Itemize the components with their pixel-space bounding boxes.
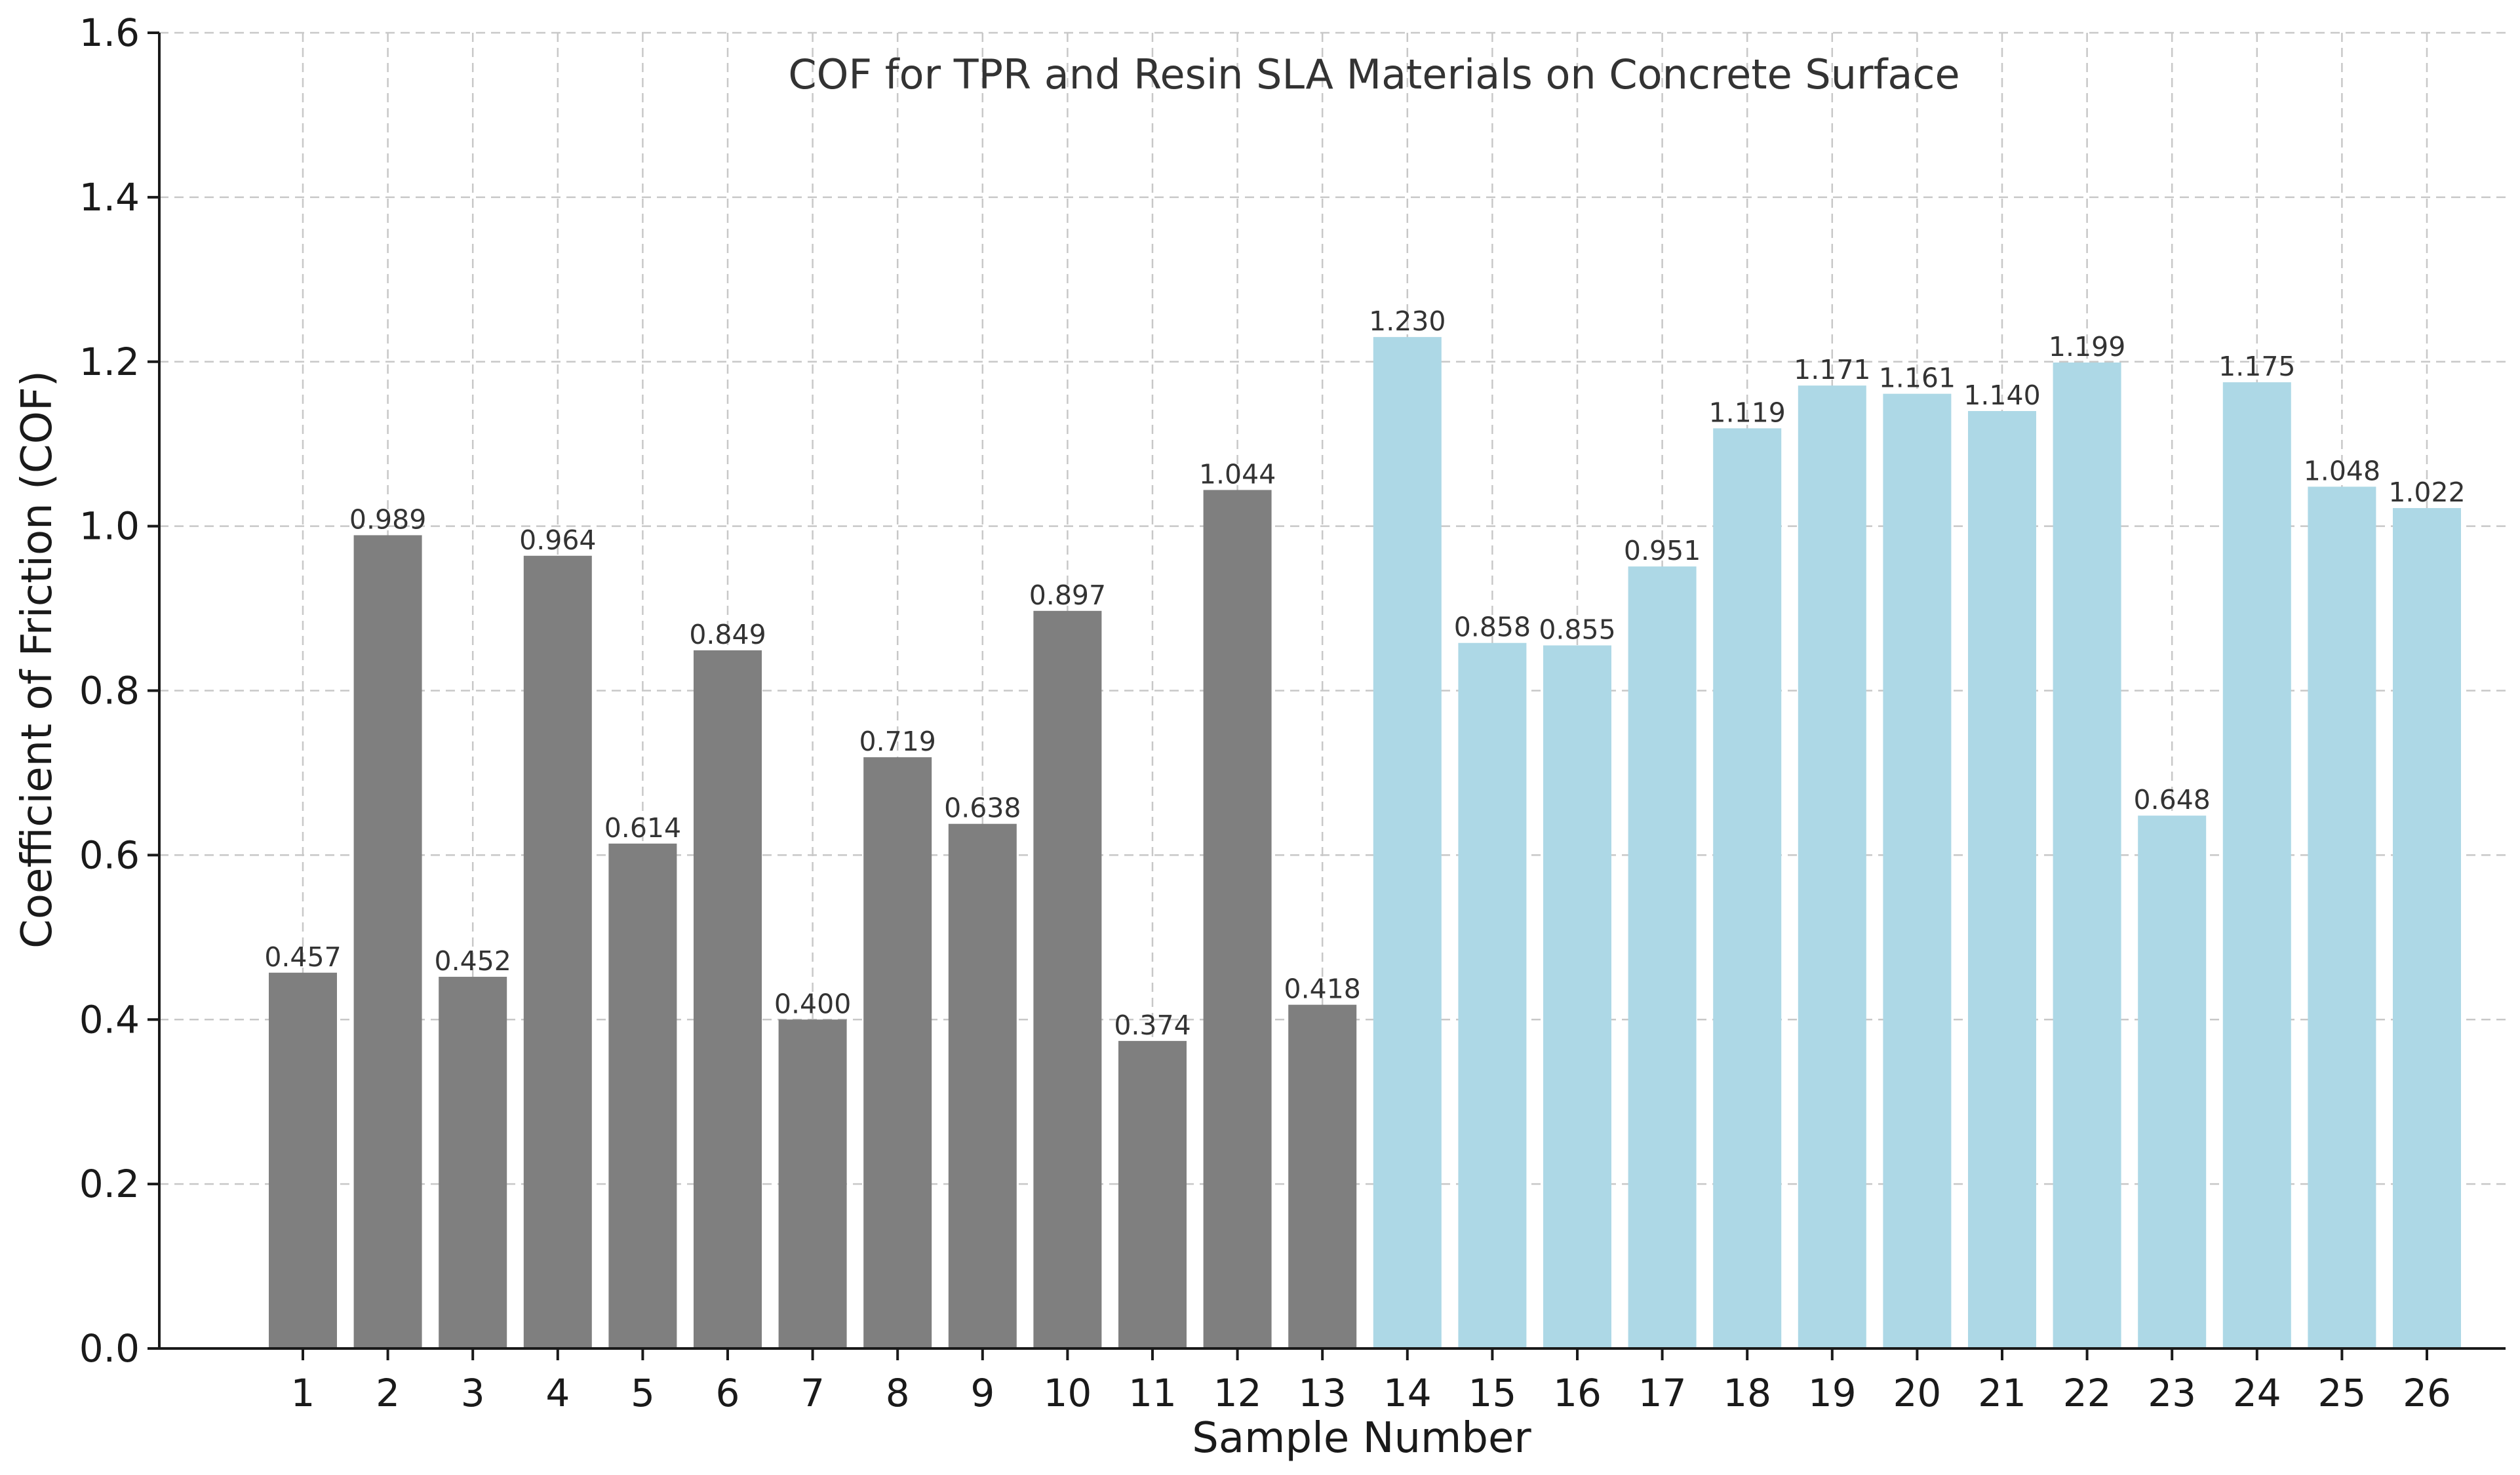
bar-13 xyxy=(1288,1004,1357,1348)
x-tick-label: 24 xyxy=(2233,1371,2281,1415)
data-label-13: 0.418 xyxy=(1284,974,1361,1005)
bar-2 xyxy=(353,535,422,1348)
bar-7 xyxy=(778,1019,847,1348)
x-tick-label: 7 xyxy=(800,1371,825,1415)
x-axis-label: Sample Number xyxy=(1192,1414,1531,1463)
y-tick-label: 0.4 xyxy=(79,997,140,1042)
axes xyxy=(148,31,2506,1360)
x-tick-label: 19 xyxy=(1808,1371,1857,1415)
bar-9 xyxy=(948,823,1017,1348)
data-label-11: 0.374 xyxy=(1114,1010,1191,1041)
x-tick-label: 20 xyxy=(1893,1371,1941,1415)
y-tick-label: 0.2 xyxy=(79,1162,140,1206)
x-tick-label: 15 xyxy=(1468,1371,1516,1415)
data-label-25: 1.048 xyxy=(2304,455,2380,486)
bar-17 xyxy=(1628,566,1697,1348)
y-axis-label: Coefficient of Friction (COF) xyxy=(13,370,62,949)
grid xyxy=(159,31,2506,1348)
bar-22 xyxy=(2053,363,2121,1348)
data-label-20: 1.161 xyxy=(1879,363,1956,394)
bar-12 xyxy=(1203,490,1272,1348)
data-label-14: 1.230 xyxy=(1369,305,1446,337)
data-label-19: 1.171 xyxy=(1794,354,1870,385)
data-label-26: 1.022 xyxy=(2388,477,2465,508)
x-tick-label: 21 xyxy=(1978,1371,2026,1415)
bar-6 xyxy=(694,650,762,1348)
tick-labels: 0.00.20.40.60.81.01.21.41.61 2 3 4 5 6 7 8 9 10 11… xyxy=(79,10,2451,1415)
data-label-12: 1.044 xyxy=(1199,458,1276,490)
bar-15 xyxy=(1458,642,1527,1348)
data-label-22: 1.199 xyxy=(2049,331,2125,363)
data-label-16: 0.855 xyxy=(1539,614,1615,646)
x-tick-label: 4 xyxy=(545,1371,570,1415)
bar-26 xyxy=(2393,508,2461,1348)
data-label-15: 0.858 xyxy=(1454,612,1531,643)
data-label-4: 0.964 xyxy=(519,524,596,556)
y-tick-label: 1.0 xyxy=(79,504,140,549)
y-tick-label: 1.4 xyxy=(79,175,140,220)
data-label-6: 0.849 xyxy=(689,619,766,650)
data-label-17: 0.951 xyxy=(1624,535,1701,566)
bar-1 xyxy=(269,972,337,1348)
chart-title: COF for TPR and Resin SLA Materials on C… xyxy=(788,50,1959,98)
x-tick-label: 8 xyxy=(886,1371,910,1415)
bar-5 xyxy=(608,843,677,1348)
x-tick-label: 2 xyxy=(376,1371,400,1415)
x-tick-label: 23 xyxy=(2148,1371,2196,1415)
data-labels: 0.457 0.989 0.452 0.964 0.614 0.849 0.400 0.719… xyxy=(264,305,2465,1041)
bar-14 xyxy=(1373,337,1442,1348)
x-tick-label: 13 xyxy=(1298,1371,1347,1415)
x-tick-label: 25 xyxy=(2317,1371,2366,1415)
data-label-23: 0.648 xyxy=(2134,784,2211,816)
data-label-7: 0.400 xyxy=(774,988,851,1019)
x-tick-label: 18 xyxy=(1723,1371,1771,1415)
data-label-10: 0.897 xyxy=(1029,580,1106,611)
x-tick-label: 14 xyxy=(1383,1371,1432,1415)
data-label-9: 0.638 xyxy=(944,793,1021,824)
bar-23 xyxy=(2138,816,2207,1348)
x-tick-label: 12 xyxy=(1213,1371,1262,1415)
y-tick-label: 0.0 xyxy=(79,1326,140,1371)
bar-18 xyxy=(1713,428,1782,1348)
bar-10 xyxy=(1033,610,1102,1348)
bar-25 xyxy=(2308,486,2376,1348)
bar-11 xyxy=(1118,1040,1187,1348)
bar-16 xyxy=(1543,645,1611,1348)
x-tick-label: 26 xyxy=(2403,1371,2451,1415)
y-tick-label: 0.6 xyxy=(79,833,140,877)
bar-8 xyxy=(863,757,932,1348)
data-label-1: 0.457 xyxy=(264,941,341,973)
x-tick-label: 6 xyxy=(716,1371,740,1415)
x-tick-label: 5 xyxy=(631,1371,655,1415)
bar-24 xyxy=(2222,382,2291,1348)
data-label-21: 1.140 xyxy=(1963,380,2040,411)
x-tick-label: 9 xyxy=(970,1371,994,1415)
x-tick-label: 10 xyxy=(1043,1371,1092,1415)
data-label-8: 0.719 xyxy=(859,726,936,757)
y-tick-label: 1.6 xyxy=(79,10,140,55)
x-tick-label: 1 xyxy=(291,1371,315,1415)
x-tick-label: 3 xyxy=(461,1371,485,1415)
bar-3 xyxy=(439,977,507,1348)
y-tick-label: 0.8 xyxy=(79,669,140,713)
data-label-24: 1.175 xyxy=(2218,351,2295,382)
data-label-18: 1.119 xyxy=(1709,397,1786,428)
x-tick-label: 22 xyxy=(2063,1371,2112,1415)
y-tick-label: 1.2 xyxy=(79,340,140,384)
x-tick-label: 17 xyxy=(1638,1371,1687,1415)
bar-19 xyxy=(1798,385,1866,1348)
x-tick-label: 11 xyxy=(1128,1371,1177,1415)
data-label-3: 0.452 xyxy=(435,945,511,977)
data-label-2: 0.989 xyxy=(349,503,426,535)
bar-21 xyxy=(1968,411,2036,1349)
x-tick-label: 16 xyxy=(1553,1371,1602,1415)
bars xyxy=(269,337,2461,1349)
data-label-5: 0.614 xyxy=(604,812,681,844)
bar-20 xyxy=(1883,393,1952,1348)
bar-4 xyxy=(523,555,592,1348)
